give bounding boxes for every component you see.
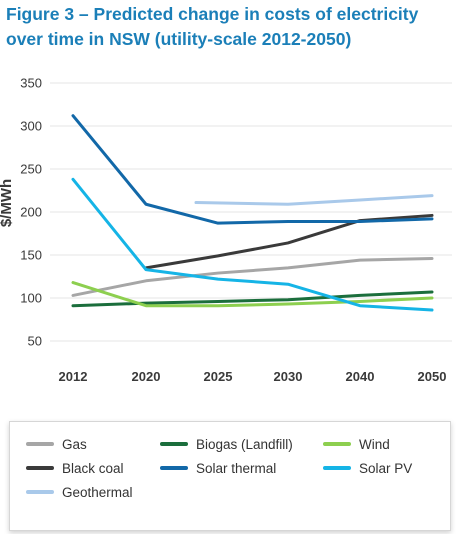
legend-swatch bbox=[160, 442, 188, 446]
legend-label: Biogas (Landfill) bbox=[196, 436, 293, 452]
legend-item: Black coal bbox=[26, 460, 124, 476]
legend-item: Solar thermal bbox=[160, 460, 276, 476]
gridlines bbox=[50, 82, 452, 342]
y-tick-labels: 50 100 150 200 250 300 350 bbox=[20, 76, 42, 349]
series-lines bbox=[71, 114, 434, 312]
y-tick-label: 150 bbox=[20, 248, 42, 263]
legend-swatch bbox=[26, 442, 54, 446]
legend-label: Black coal bbox=[62, 460, 124, 476]
series-line-gas bbox=[71, 256, 434, 297]
legend-label: Solar PV bbox=[359, 460, 413, 476]
legend: Gas Biogas (Landfill) Wind Black coal Solar … bbox=[9, 421, 451, 531]
x-tick-label: 2030 bbox=[274, 369, 303, 384]
legend-item: Geothermal bbox=[26, 484, 133, 500]
x-tick-label: 2012 bbox=[59, 369, 88, 384]
y-tick-label: 50 bbox=[28, 334, 42, 349]
legend-swatch bbox=[323, 466, 351, 470]
y-tick-label: 300 bbox=[20, 119, 42, 134]
x-tick-label: 2040 bbox=[346, 369, 375, 384]
legend-label: Gas bbox=[62, 436, 87, 452]
y-tick-label: 250 bbox=[20, 162, 42, 177]
legend-swatch bbox=[26, 490, 54, 494]
series-line-biogas-landfill bbox=[71, 290, 434, 308]
x-tick-labels: 2012 2020 2025 2030 2040 2050 bbox=[59, 369, 447, 384]
y-tick-label: 200 bbox=[20, 205, 42, 220]
legend-item: Solar PV bbox=[323, 460, 412, 476]
chart-title-line-1: Figure 3 – Predicted change in costs of … bbox=[6, 4, 419, 24]
legend-swatch bbox=[26, 466, 54, 470]
legend-item: Biogas (Landfill) bbox=[160, 436, 293, 452]
x-tick-label: 2020 bbox=[132, 369, 161, 384]
y-tick-label: 100 bbox=[20, 291, 42, 306]
y-axis-label: $/MWh bbox=[0, 179, 15, 227]
y-tick-label: 350 bbox=[20, 76, 42, 91]
series-line-wind bbox=[71, 281, 434, 308]
line-chart: 50 100 150 200 250 300 350 2012 2020 2025 2030 204… bbox=[0, 76, 452, 384]
legend-label: Solar thermal bbox=[196, 460, 277, 476]
chart-title-line-2: over time in NSW (utility-scale 2012-205… bbox=[6, 29, 352, 49]
series-line-solar-thermal bbox=[71, 114, 434, 225]
x-tick-label: 2050 bbox=[418, 369, 447, 384]
legend-label: Geothermal bbox=[62, 484, 133, 500]
legend-item: Wind bbox=[323, 436, 390, 452]
legend-item: Gas bbox=[26, 436, 87, 452]
series-line-geothermal bbox=[194, 194, 434, 206]
series-line-solar-pv bbox=[71, 177, 434, 312]
series-line-black-coal bbox=[144, 213, 434, 270]
legend-swatch bbox=[323, 442, 351, 446]
chart-title: Figure 3 – Predicted change in costs of … bbox=[6, 2, 466, 52]
x-tick-label: 2025 bbox=[204, 369, 233, 384]
legend-label: Wind bbox=[359, 436, 390, 452]
legend-swatch bbox=[160, 466, 188, 470]
